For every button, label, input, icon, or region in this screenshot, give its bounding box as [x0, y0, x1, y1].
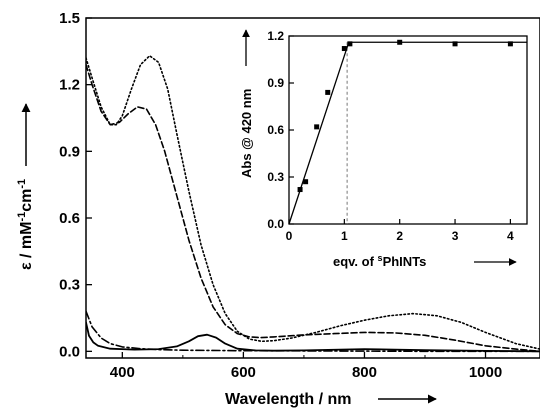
main-x-tick-label: 800 — [352, 364, 377, 381]
inset-y-tick-label: 0.0 — [267, 217, 284, 231]
main-series-group — [86, 54, 540, 353]
inset-data-point — [507, 41, 513, 47]
y-title-sup1: -1 — [16, 212, 28, 222]
main-y-tick-label: 0.6 — [59, 210, 80, 227]
inset-x-tick-label: 3 — [452, 229, 459, 243]
main-x-axis: 400 600 800 1000 — [110, 352, 502, 381]
inset-y-tick-label: 0.9 — [267, 76, 284, 90]
inset-data-point — [341, 46, 347, 52]
inset-fit-rise — [288, 42, 350, 225]
inset-y-axis: 0.0 0.3 0.6 0.9 1.2 — [267, 29, 294, 231]
main-plot-frame — [85, 17, 540, 359]
inset-x-tick-label: 2 — [396, 229, 403, 243]
inset-y-axis-title: Abs @ 420 nm — [239, 89, 254, 178]
main-x-tick-label: 1000 — [469, 364, 502, 381]
inset-data-point — [314, 124, 320, 130]
main-y-tick-label: 0.3 — [59, 277, 80, 294]
inset-data-point — [397, 39, 403, 45]
inset-x-title-prefix: eqv. of — [333, 254, 378, 269]
main-x-tick-label: 400 — [110, 364, 135, 381]
inset-x-axis: 0 1 2 3 4 — [286, 219, 514, 243]
y-title-prefix: ε / mM — [18, 222, 35, 270]
main-y-tick-label: 0.9 — [59, 143, 80, 160]
series-line-solid — [86, 321, 540, 353]
inset-x-axis-title: eqv. of sPhINTs — [333, 253, 426, 269]
main-y-tick-label: 0.0 — [59, 343, 80, 360]
inset-data-point — [325, 89, 331, 95]
main-x-axis-title: Wavelength / nm — [225, 391, 352, 408]
inset-data-point — [297, 187, 303, 193]
y-title-sup2: -1 — [16, 179, 28, 189]
inset-y-tick-label: 0.6 — [267, 123, 284, 137]
y-title-mid: cm — [18, 189, 35, 212]
inset-data-point — [303, 179, 309, 185]
series-line-dotted — [86, 54, 540, 350]
main-y-axis-title: ε / mM-1cm-1 — [16, 179, 35, 270]
main-y-tick-label: 1.2 — [59, 77, 80, 94]
main-y-tick-label: 1.5 — [59, 10, 80, 27]
inset-y-tick-label: 1.2 — [267, 29, 284, 43]
inset-plot-frame — [288, 35, 528, 225]
series-line-dash-dot — [86, 310, 540, 353]
inset-x-tick-label: 4 — [507, 229, 514, 243]
inset-data-point — [452, 41, 458, 47]
main-y-axis: 0.0 0.3 0.6 0.9 1.2 1.5 — [59, 10, 92, 360]
inset-x-tick-label: 0 — [286, 229, 293, 243]
svg-text:ε / mM-1cm-1: ε / mM-1cm-1 — [16, 179, 35, 270]
inset-x-tick-label: 1 — [341, 229, 348, 243]
inset-y-tick-label: 0.3 — [267, 170, 284, 184]
main-x-tick-label: 600 — [231, 364, 256, 381]
inset-series-group — [288, 39, 527, 225]
inset-x-title-main: PhINTs — [383, 254, 427, 269]
inset-data-point — [347, 41, 353, 47]
inset-x-title-sup: s — [378, 253, 383, 263]
series-line-dashed — [86, 63, 540, 353]
